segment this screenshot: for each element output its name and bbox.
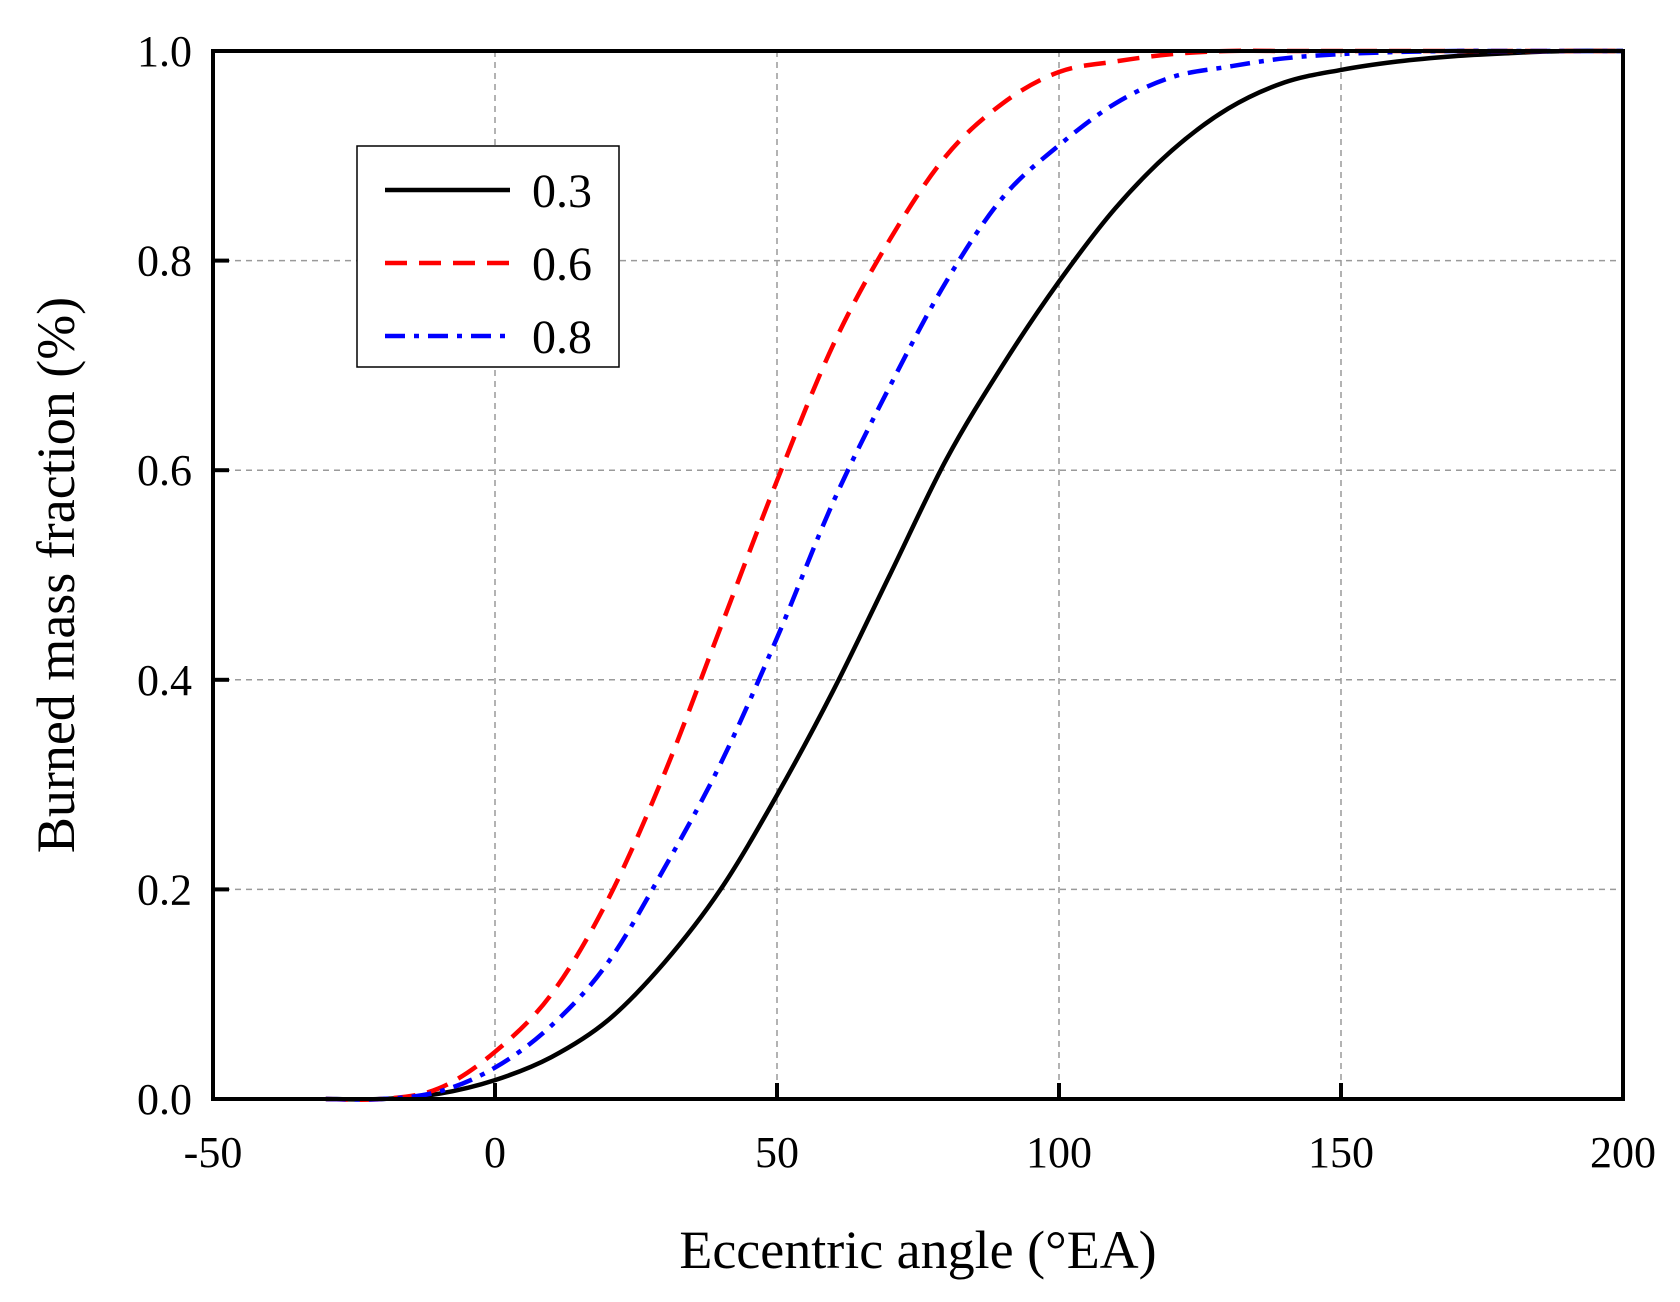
- series-line-0.3: [325, 48, 1624, 1102]
- legend: 0.3 0.6 0.8: [356, 145, 620, 368]
- y-tick-label: 0.6: [137, 446, 192, 495]
- x-tick-label: 200: [1590, 1128, 1656, 1177]
- plot-frame: [211, 49, 1625, 1101]
- grid: [213, 51, 1623, 1099]
- tick-labels: -50 0 50 100 150 200 0.0 0.2 0.4 0.6 0.8 1.0: [137, 27, 1656, 1177]
- y-tick-label: 0.2: [137, 865, 192, 914]
- y-tick-label: 1.0: [137, 27, 192, 76]
- series-group: [325, 48, 1624, 1102]
- x-tick-label: 0: [484, 1128, 506, 1177]
- x-axis-title: Eccentric angle (°EA): [679, 1220, 1156, 1280]
- x-tick-label: 50: [755, 1128, 799, 1177]
- y-tick-label: 0.4: [137, 656, 192, 705]
- y-tick-label: 0.8: [137, 237, 192, 286]
- x-tick-label: 150: [1308, 1128, 1374, 1177]
- ticks: [211, 49, 1625, 1101]
- legend-box: [356, 145, 620, 368]
- x-tick-label: -50: [184, 1128, 243, 1177]
- legend-label-0.6: 0.6: [532, 238, 592, 291]
- y-tick-label: 0.0: [137, 1075, 192, 1124]
- y-axis-title: Burned mass fraction (%): [26, 297, 86, 853]
- legend-label-0.3: 0.3: [532, 165, 592, 218]
- series-line-0.8: [325, 48, 1623, 1102]
- legend-label-0.8: 0.8: [532, 311, 592, 364]
- x-tick-label: 100: [1026, 1128, 1092, 1177]
